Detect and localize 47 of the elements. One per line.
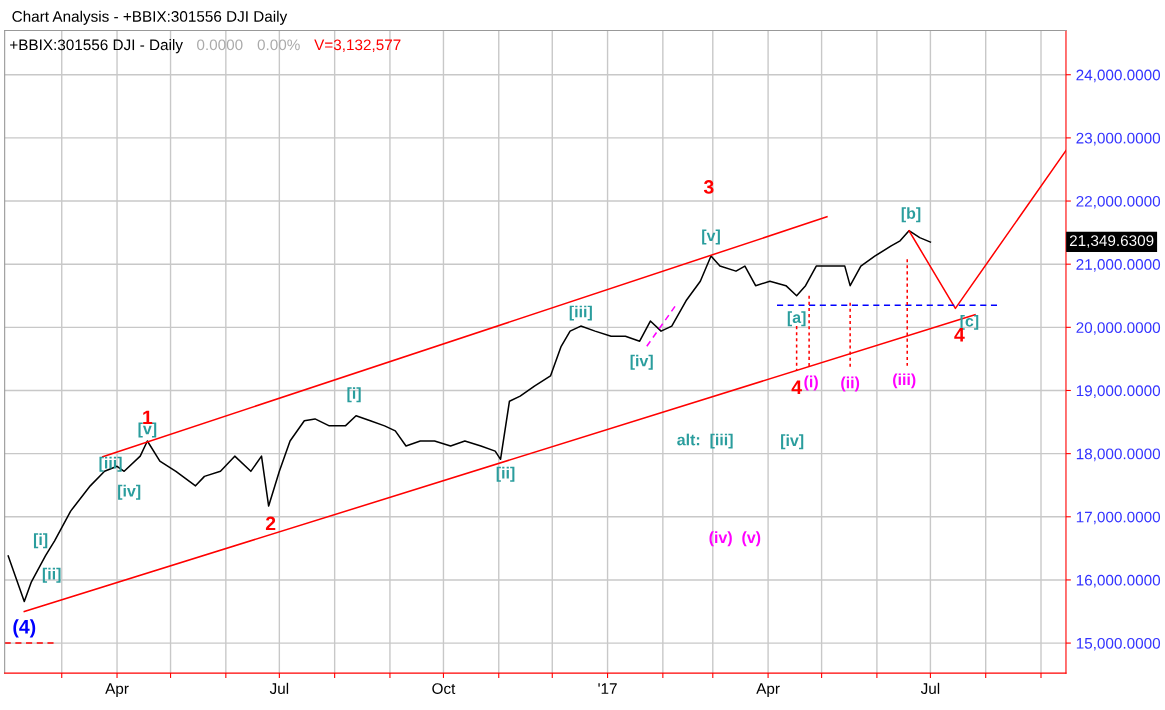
annotation: (ii) (841, 376, 860, 392)
chart-title: Chart Analysis - +BBIX:301556 DJI Daily (12, 10, 288, 25)
annotation: [iv] (781, 434, 804, 450)
annotation: (4) (13, 619, 36, 638)
x-tick-label: '17 (598, 683, 617, 694)
annotation: 3 (703, 180, 714, 194)
y-tick-label: 20,000.0000 (1076, 322, 1161, 335)
y-tick-label: 17,000.0000 (1076, 511, 1161, 525)
annotation: [ii] (496, 466, 515, 482)
annotation: [v] (702, 229, 720, 245)
x-tick-label: Jul (269, 682, 289, 695)
annotation: [c] (960, 314, 979, 330)
annotation: (iii) (893, 373, 916, 389)
y-tick-label: 16,000.0000 (1076, 574, 1161, 588)
x-tick-label: Apr (105, 683, 129, 698)
annotation: 2 (265, 516, 276, 531)
y-tick-label: 21,000.0000 (1076, 259, 1161, 272)
annotation: [ii] (42, 567, 61, 583)
annotation: [iv] (630, 354, 653, 370)
y-tick-label: 15,000.0000 (1076, 637, 1161, 651)
annotation: +BBIX:301556 DJI - Daily (10, 39, 183, 54)
annotation: V=3,132,577 (314, 39, 401, 53)
annotation: [iii] (99, 456, 122, 472)
annotation: alt: [iii] (677, 433, 733, 449)
annotation: [b] (901, 207, 921, 223)
annotation: [v] (138, 422, 157, 438)
annotation: [iv] (118, 484, 141, 500)
y-tick-label: 23,000.0000 (1076, 132, 1161, 146)
annotation: 4 (954, 328, 965, 342)
annotation: 1 (143, 410, 153, 425)
annotation: [a] (787, 311, 806, 327)
y-tick-label: 22,000.0000 (1076, 195, 1161, 209)
annotation: [i] (347, 387, 361, 403)
annotation: [i] (33, 533, 48, 549)
x-tick-label: Apr (756, 683, 780, 698)
annotation: (iv) (v) (709, 531, 761, 547)
annotation: 0.00% (257, 39, 300, 51)
annotation: 0.0000 (197, 39, 243, 51)
annotation: (i) (804, 375, 818, 391)
y-tick-label: 19,000.0000 (1076, 385, 1161, 398)
x-tick-label: Jul (920, 682, 940, 695)
annotation: 4 (791, 380, 802, 394)
annotation: [iii] (569, 305, 592, 321)
x-tick-label: Oct (432, 683, 456, 695)
text: 21,349.6309 (1069, 235, 1154, 248)
y-tick-label: 24,000.0000 (1076, 69, 1161, 83)
y-tick-label: 18,000.0000 (1076, 448, 1161, 462)
